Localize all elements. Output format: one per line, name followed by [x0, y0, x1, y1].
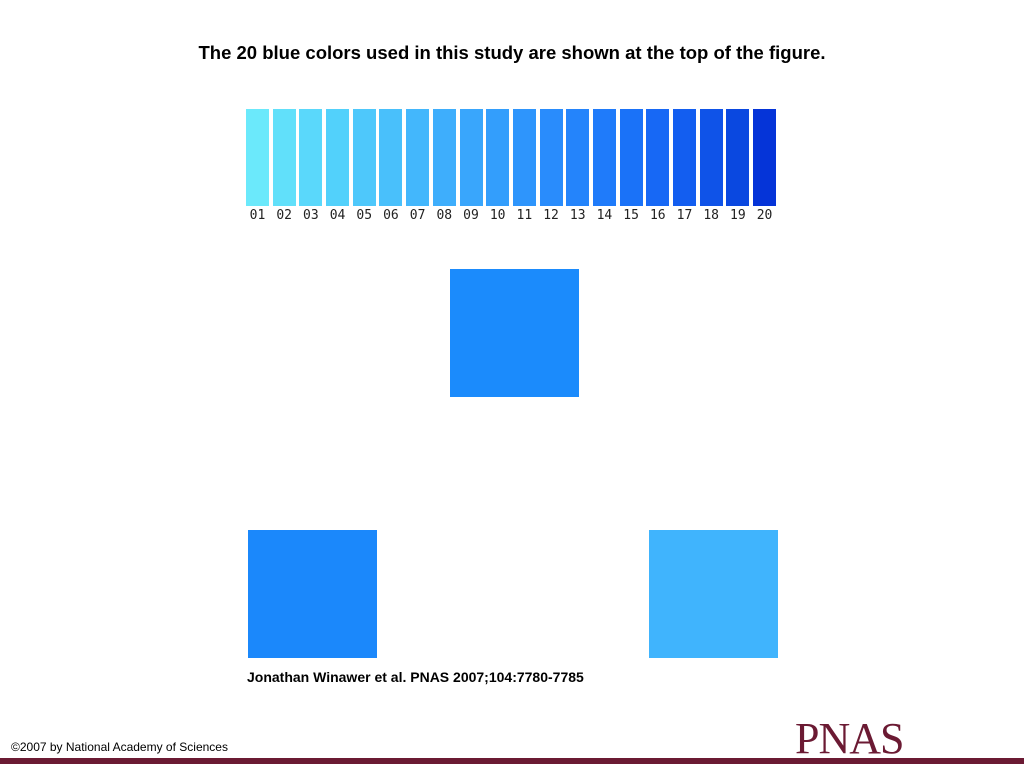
- swatch-label: 04: [329, 208, 346, 223]
- color-swatch: [699, 109, 723, 206]
- footer-bar: [0, 758, 1024, 764]
- color-swatch: [539, 109, 563, 206]
- color-swatch: [272, 109, 296, 206]
- swatch-row: [246, 109, 779, 206]
- stimulus-square-top: [450, 269, 579, 397]
- color-swatch: [619, 109, 643, 206]
- citation: Jonathan Winawer et al. PNAS 2007;104:77…: [247, 669, 584, 685]
- copyright-notice: ©2007 by National Academy of Sciences: [11, 740, 228, 754]
- color-swatch: [512, 109, 536, 206]
- swatch-label: 18: [703, 208, 720, 223]
- color-swatch: [486, 109, 510, 206]
- color-swatch: [326, 109, 350, 206]
- color-palette: 01 02 03 04 05 06 07 08 09 10 11 12 13 14 15 16 17 18 19 20: [246, 109, 779, 227]
- stimulus-square-bottom-right: [649, 530, 778, 658]
- color-swatch: [406, 109, 430, 206]
- swatch-label: 16: [649, 208, 666, 223]
- swatch-label: 07: [409, 208, 426, 223]
- color-swatch: [379, 109, 403, 206]
- swatch-label: 02: [276, 208, 293, 223]
- swatch-label: 10: [489, 208, 506, 223]
- swatch-label: 06: [383, 208, 399, 223]
- swatch-label: 01: [249, 208, 266, 223]
- color-swatch: [432, 109, 456, 206]
- swatch-label: 13: [569, 208, 586, 223]
- swatch-label: 17: [676, 208, 693, 223]
- color-swatch: [566, 109, 590, 206]
- swatch-label: 05: [356, 208, 373, 223]
- color-swatch: [726, 109, 750, 206]
- color-swatch: [352, 109, 376, 206]
- slide-title: The 20 blue colors used in this study ar…: [198, 42, 826, 63]
- swatch-label-row: 01 02 03 04 05 06 07 08 09 10 11 12 13 14 15 16 17 18 19 20: [246, 208, 779, 224]
- swatch-label: 15: [623, 208, 639, 223]
- color-swatch: [592, 109, 616, 206]
- swatch-label: 03: [303, 208, 319, 223]
- stimulus-square-bottom-left: [248, 530, 377, 658]
- swatch-label: 12: [543, 208, 559, 223]
- color-swatch: [673, 109, 696, 206]
- color-swatch: [459, 109, 483, 206]
- color-swatch: [299, 109, 323, 206]
- swatch-label: 20: [756, 208, 773, 223]
- color-swatch: [646, 109, 670, 206]
- swatch-label: 08: [436, 208, 453, 223]
- swatch-label: 19: [730, 208, 746, 223]
- color-swatch: [246, 109, 269, 206]
- color-swatch: [753, 109, 777, 206]
- swatch-label: 09: [463, 208, 479, 223]
- swatch-label: 14: [596, 208, 613, 223]
- swatch-label: 11: [516, 208, 533, 223]
- pnas-logo: PNAS: [795, 714, 904, 763]
